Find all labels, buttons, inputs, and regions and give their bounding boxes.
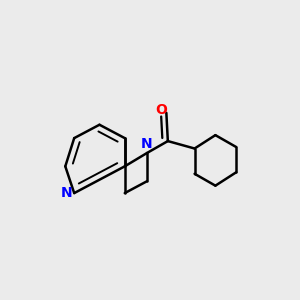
Text: O: O xyxy=(155,103,167,118)
Text: N: N xyxy=(141,137,153,151)
Text: N: N xyxy=(61,186,73,200)
